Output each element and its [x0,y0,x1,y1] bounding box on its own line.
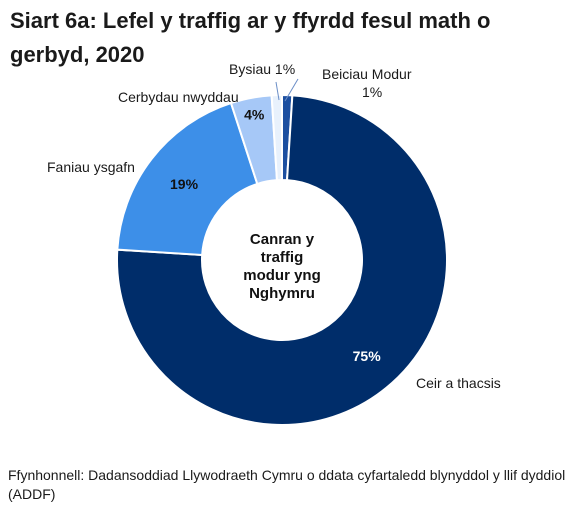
bysiau-leader-line [275,81,280,101]
center-label-line3: modur yng [243,267,321,284]
label-beiciau-line2: 1% [362,84,382,100]
slice-bysiau [270,93,283,182]
slice-value-labels: 75% 19% 4% [170,107,381,364]
center-label-line1: Canran y [250,231,315,248]
value-label-cerbydau-nwyddau: 4% [244,107,265,123]
chart-title: Siart 6a: Lefel y traffig ar y ffyrdd fe… [10,8,491,67]
value-label-ceir-a-thacsis: 75% [353,348,382,364]
label-ceir: Ceir a thacsis [416,375,501,391]
value-label-faniau-ysgafn: 19% [170,176,199,192]
slices-group [116,93,448,426]
slice-faniau-ysgafn [116,101,259,257]
label-bysiau: Bysiau 1% [229,61,295,77]
label-cerbydau: Cerbydau nwyddau [118,89,239,105]
center-label-line4: Nghymru [249,285,315,302]
source-note: Ffynhonnell: Dadansoddiad Llywodraeth Cy… [8,467,566,502]
center-label-line2: traffig [261,249,304,266]
label-beiciau-line1: Beiciau Modur [322,66,412,82]
slice-ceir-a-thacsis [116,94,448,426]
label-faniau: Faniau ysgafn [47,159,135,175]
beiciau-leader-line [284,78,299,102]
center-label: Canran y traffig modur yng Nghymru [243,231,321,302]
